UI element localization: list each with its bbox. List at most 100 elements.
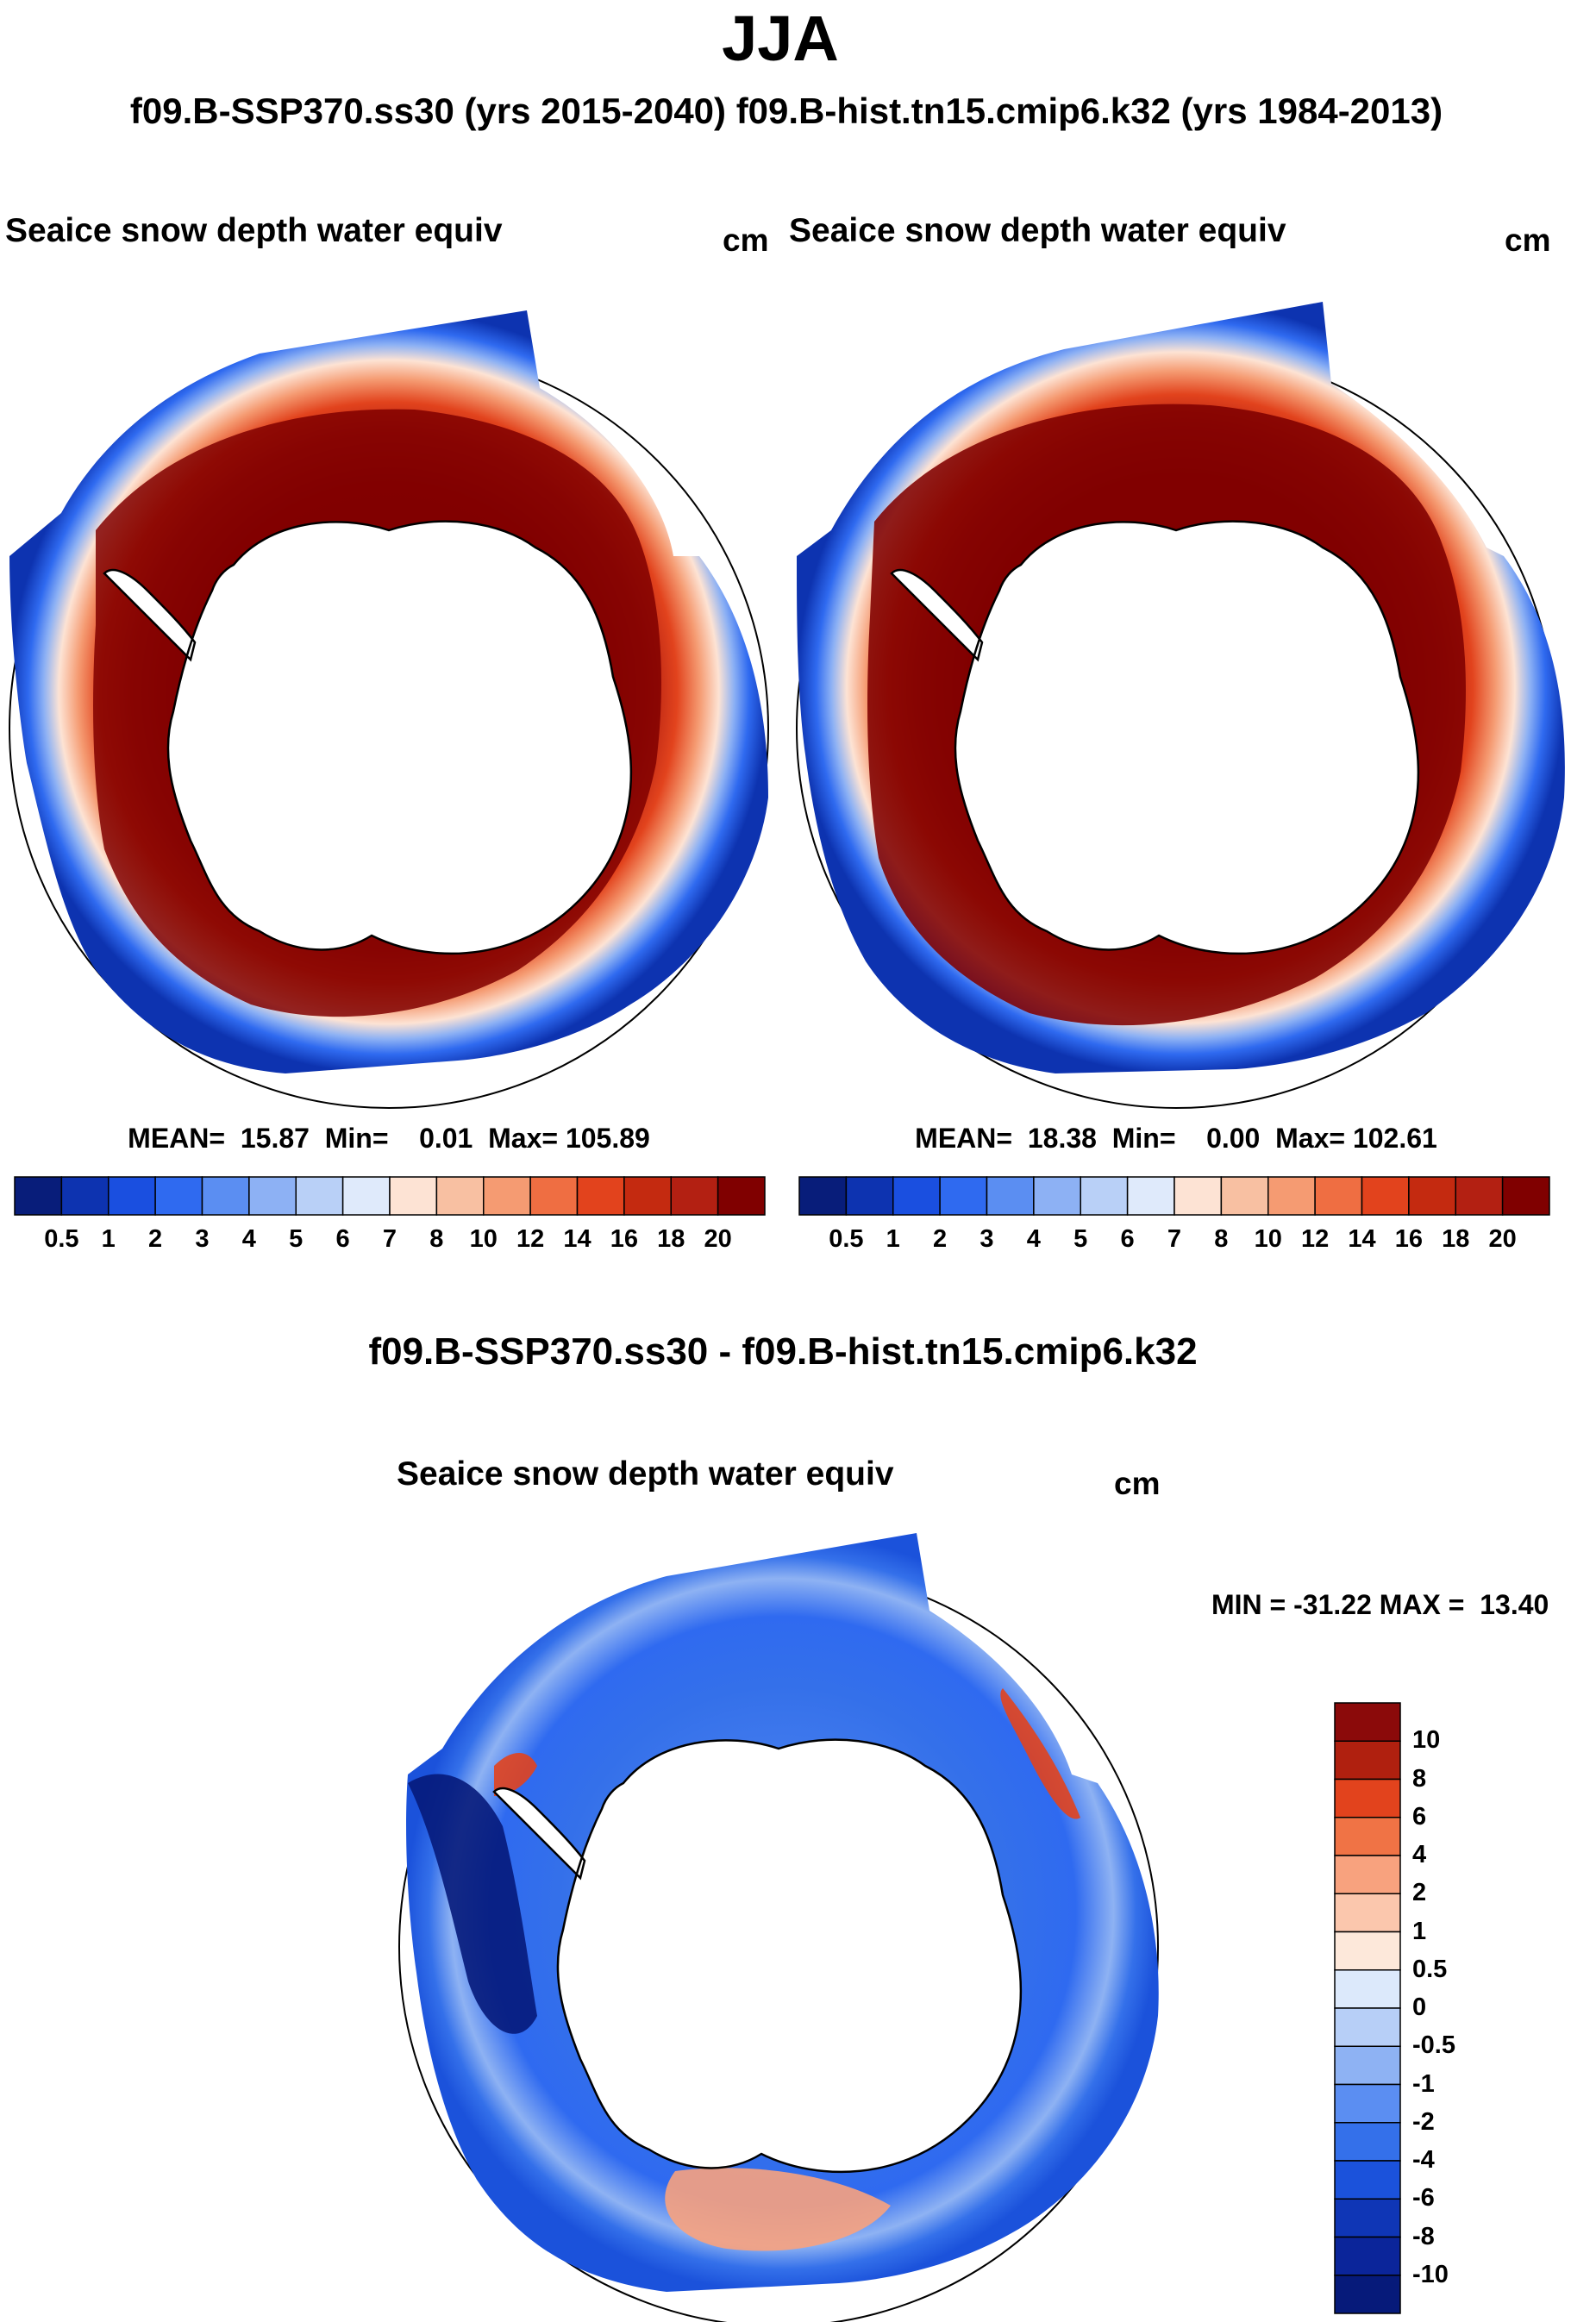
- panel2-colorbar-tick-label: 0.5: [829, 1225, 864, 1253]
- diff-colorbar-tick-label: -2: [1412, 2107, 1435, 2136]
- panel1-colorbar-tick-label: 3: [195, 1225, 210, 1253]
- diff-colorbar-tick-label: 2: [1412, 1879, 1427, 1907]
- diff-colorbar-tick-label: -10: [1412, 2260, 1449, 2288]
- diff-colorbar-swatch: [1334, 2160, 1401, 2200]
- panel1-colorbar-swatch: [108, 1176, 156, 1216]
- panel2-variable-title: Seaice snow depth water equiv: [789, 212, 1286, 249]
- panel2-stats: MEAN= 18.38 Min= 0.00 Max= 102.61: [915, 1123, 1437, 1154]
- panel1-colorbar-swatch: [435, 1176, 485, 1216]
- panel2-colorbar-swatch: [1080, 1176, 1129, 1216]
- panel2-colorbar-swatch: [1408, 1176, 1456, 1216]
- panel2-colorbar-tick-label: 18: [1442, 1225, 1470, 1253]
- panel1-colorbar: [14, 1176, 766, 1216]
- diff-colorbar-swatch: [1334, 2198, 1401, 2238]
- diff-colorbar: [1334, 1702, 1401, 2314]
- diff-colorbar-swatch: [1334, 1778, 1401, 1818]
- diff-colorbar-tick-label: -4: [1412, 2146, 1435, 2174]
- panel1-colorbar-swatch: [529, 1176, 579, 1216]
- diff-colorbar-tick-label: 6: [1412, 1802, 1427, 1831]
- panel1-colorbar-tick-label: 2: [148, 1225, 163, 1253]
- figure-subtitle: f09.B-SSP370.ss30 (yrs 2015-2040) f09.B-…: [129, 91, 1443, 131]
- diff-colorbar-tick-label: -1: [1412, 2069, 1435, 2098]
- diff-colorbar-swatch: [1334, 1702, 1401, 1742]
- diff-map: [398, 1533, 1159, 2322]
- panel1-colorbar-tick-label: 20: [704, 1225, 732, 1253]
- panel2-colorbar-swatch: [1455, 1176, 1504, 1216]
- panel2-colorbar-swatch: [1033, 1176, 1081, 1216]
- diff-colorbar-tick-label: -8: [1412, 2222, 1435, 2250]
- panel2-colorbar-tick-label: 8: [1214, 1225, 1229, 1253]
- panel1-colorbar-tick-label: 12: [516, 1225, 545, 1253]
- panel1-units: cm: [723, 222, 769, 258]
- diff-colorbar-tick-label: 8: [1412, 1764, 1427, 1793]
- diff-colorbar-tick-label: 0.5: [1412, 1955, 1448, 1983]
- diff-colorbar-swatch: [1334, 2122, 1401, 2162]
- diff-colorbar-tick-label: 4: [1412, 1841, 1427, 1868]
- panel1-colorbar-tick-label: 1: [101, 1225, 116, 1253]
- diff-colorbar-swatch: [1334, 1893, 1401, 1933]
- diff-colorbar-swatch: [1334, 1855, 1401, 1894]
- panel1-colorbar-swatch: [248, 1176, 297, 1216]
- diff-positive-patch-weddell: [665, 2168, 891, 2251]
- panel1-colorbar-tick-label: 18: [657, 1225, 685, 1253]
- panel1-colorbar-swatch: [623, 1176, 672, 1216]
- panel1-colorbar-tick-label: 10: [469, 1225, 498, 1253]
- diff-colorbar-swatch: [1334, 1817, 1401, 1856]
- diff-colorbar-tick-label: 0: [1412, 1993, 1427, 2021]
- panel2-colorbar-swatch: [845, 1176, 894, 1216]
- diff-colorbar-swatch: [1334, 1931, 1401, 1971]
- panel1-colorbar-swatch: [154, 1176, 203, 1216]
- panel2-colorbar-swatch: [1361, 1176, 1410, 1216]
- diff-variable-title: Seaice snow depth water equiv: [397, 1455, 894, 1493]
- panel1-variable-title: Seaice snow depth water equiv: [5, 212, 503, 249]
- panel1-colorbar-swatch: [717, 1176, 766, 1216]
- diff-positive-patch-ross: [1000, 1688, 1080, 1819]
- season-title: JJA: [722, 3, 839, 74]
- panel1-colorbar-tick-label: 5: [289, 1225, 304, 1253]
- diff-units: cm: [1114, 1466, 1161, 1501]
- diff-stats: MIN = -31.22 MAX = 13.40: [1211, 1589, 1549, 1620]
- diff-colorbar-swatch: [1334, 2236, 1401, 2276]
- diff-colorbar-tick-label: 10: [1412, 1726, 1441, 1755]
- panel2-colorbar-swatch: [1501, 1176, 1550, 1216]
- panel2-colorbar-swatch: [798, 1176, 848, 1216]
- panel1-colorbar-tick-label: 6: [335, 1225, 350, 1253]
- panel2-map: [796, 302, 1565, 1109]
- panel1-colorbar-swatch: [201, 1176, 250, 1216]
- panel2-colorbar-swatch: [939, 1176, 988, 1216]
- panel2-colorbar-swatch: [1314, 1176, 1363, 1216]
- panel2-colorbar-tick-label: 10: [1254, 1225, 1282, 1253]
- panel1-colorbar-swatch: [576, 1176, 625, 1216]
- panel1-colorbar-swatch: [341, 1176, 391, 1216]
- diff-colorbar-swatch: [1334, 2045, 1401, 2086]
- panel2-units: cm: [1505, 222, 1551, 258]
- panel1-colorbar-swatch: [60, 1176, 110, 1216]
- panel2-colorbar-tick-label: 14: [1348, 1225, 1376, 1253]
- panel1-colorbar-swatch: [483, 1176, 531, 1216]
- panel2-colorbar-tick-label: 6: [1120, 1225, 1135, 1253]
- diff-positive-patch-bellingshausen: [494, 1753, 537, 1796]
- panel1-colorbar-tick-label: 7: [382, 1225, 397, 1253]
- diff-colorbar-swatch: [1334, 2083, 1401, 2124]
- panel2-colorbar-swatch: [1267, 1176, 1316, 1216]
- panel2-colorbar-swatch: [1126, 1176, 1175, 1216]
- diff-colorbar-swatch: [1334, 1740, 1401, 1781]
- diff-colorbar-swatch: [1334, 1969, 1401, 2009]
- panel1-colorbar-swatch: [389, 1176, 438, 1216]
- diff-colorbar-swatch: [1334, 2007, 1401, 2047]
- panel2-colorbar-swatch: [892, 1176, 941, 1216]
- panel2-colorbar-tick-label: 4: [1026, 1225, 1041, 1253]
- panel1-stats: MEAN= 15.87 Min= 0.01 Max= 105.89: [128, 1123, 650, 1154]
- panel2-colorbar-swatch: [986, 1176, 1035, 1216]
- panel1-colorbar-tick-label: 8: [429, 1225, 444, 1253]
- panel2-colorbar-tick-label: 20: [1488, 1225, 1517, 1253]
- diff-colorbar-swatch: [1334, 2275, 1401, 2314]
- panel1-colorbar-swatch: [670, 1176, 719, 1216]
- diff-title: f09.B-SSP370.ss30 - f09.B-hist.tn15.cmip…: [368, 1330, 1198, 1373]
- panel1-colorbar-swatch: [295, 1176, 344, 1216]
- panel2-colorbar-swatch: [1220, 1176, 1269, 1216]
- panel2-colorbar-tick-label: 5: [1073, 1225, 1088, 1253]
- diff-colorbar-tick-label: -0.5: [1412, 2031, 1455, 2060]
- panel1-colorbar-tick-label: 14: [563, 1225, 591, 1253]
